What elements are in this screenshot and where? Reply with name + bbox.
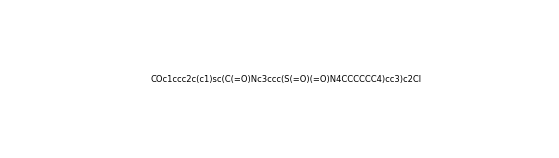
Text: COc1ccc2c(c1)sc(C(=O)Nc3ccc(S(=O)(=O)N4CCCCCC4)cc3)c2Cl: COc1ccc2c(c1)sc(C(=O)Nc3ccc(S(=O)(=O)N4C… [151,75,422,84]
